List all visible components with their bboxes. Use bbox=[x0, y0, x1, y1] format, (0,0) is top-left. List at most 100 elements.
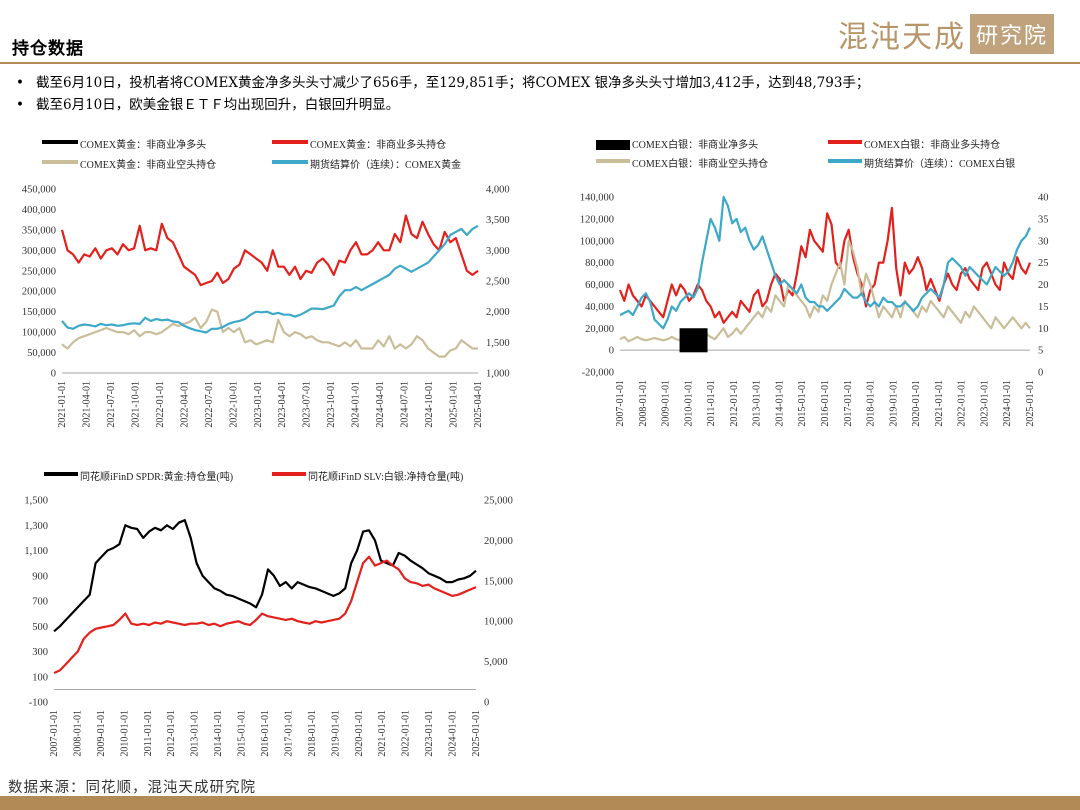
y-tick-label: 50,000 bbox=[27, 348, 56, 359]
legend-label: 期货结算价（连续）：COMEX黄金 bbox=[310, 158, 461, 171]
x-tick-label: 2009-01-01 bbox=[661, 380, 672, 427]
x-tick-label: 2018-01-01 bbox=[307, 710, 318, 757]
logo-script-text: 混沌天成 bbox=[837, 20, 966, 55]
bullet-text: 截至6月10日，投机者将COMEX黄金净多头头寸减少了656手，至129,851… bbox=[36, 75, 870, 91]
x-tick-label: 2025-01-01 bbox=[1025, 380, 1036, 427]
legend-label: COMEX黄金：非商业净多头 bbox=[80, 138, 206, 151]
y2-tick-label: 20,000 bbox=[484, 536, 513, 547]
y2-tick-label: 15,000 bbox=[484, 576, 513, 587]
x-tick-label: 2023-01-01 bbox=[979, 380, 990, 427]
y-tick-label: 700 bbox=[32, 597, 48, 608]
y-tick-label: 140,000 bbox=[580, 193, 614, 204]
x-tick-label: 2024-10-01 bbox=[424, 381, 435, 428]
x-tick-label: 2020-01-01 bbox=[911, 380, 922, 427]
y-tick-label: 120,000 bbox=[580, 214, 614, 225]
x-tick-label: 2025-01-01 bbox=[471, 710, 482, 757]
x-tick-label: 2011-01-01 bbox=[143, 710, 154, 756]
x-tick-label: 2008-01-01 bbox=[72, 710, 83, 757]
y-tick-label: 0 bbox=[609, 346, 614, 357]
x-tick-label: 2024-01-01 bbox=[351, 381, 362, 428]
x-tick-label: 2018-01-01 bbox=[866, 380, 877, 427]
legend-label: COMEX白银：非商业空头持仓 bbox=[632, 157, 768, 170]
x-tick-label: 2017-01-01 bbox=[283, 710, 294, 757]
y-tick-label: 60,000 bbox=[585, 280, 614, 291]
chart-etf-holdings-svg: 同花顺iFinD SPDR:黄金:持仓量(吨) 同花顺iFinD SLV:白银:净… bbox=[24, 470, 513, 757]
legend-swatch bbox=[596, 140, 630, 150]
x-tick-label: 2021-01-01 bbox=[377, 710, 388, 757]
x-tick-label: 2015-01-01 bbox=[797, 380, 808, 427]
y-tick-label: 400,000 bbox=[22, 205, 56, 216]
legend-swatch bbox=[272, 472, 306, 476]
y-tick-label: -20,000 bbox=[582, 368, 614, 379]
x-tick-label: 2010-01-01 bbox=[119, 710, 130, 757]
x-tick-label: 2015-01-01 bbox=[237, 710, 248, 757]
x-tick-label: 2014-01-01 bbox=[213, 710, 224, 757]
y-tick-label: 100,000 bbox=[22, 328, 56, 339]
x-tick-label: 2021-01-01 bbox=[934, 380, 945, 427]
y-tick-label: 0 bbox=[51, 369, 56, 380]
y2-tick-label: 4,000 bbox=[486, 185, 510, 196]
y2-tick-label: 30 bbox=[1038, 236, 1049, 247]
legend-swatch bbox=[44, 472, 78, 476]
x-tick-label: 2020-01-01 bbox=[354, 710, 365, 757]
y-tick-label: 350,000 bbox=[22, 225, 56, 236]
series-line bbox=[60, 214, 479, 287]
x-tick-label: 2023-07-01 bbox=[302, 381, 313, 428]
y2-tick-label: 5,000 bbox=[484, 657, 508, 668]
y-tick-label: 20,000 bbox=[585, 324, 614, 335]
y2-tick-label: 1,500 bbox=[486, 338, 510, 349]
legend-swatch bbox=[272, 160, 308, 164]
x-tick-label: 2022-01-01 bbox=[155, 381, 166, 428]
legend-label: 同花顺iFinD SPDR:黄金:持仓量(吨) bbox=[80, 470, 233, 483]
x-tick-label: 2023-10-01 bbox=[326, 381, 337, 428]
y2-tick-label: 2,000 bbox=[486, 307, 510, 318]
y-tick-label: 450,000 bbox=[22, 185, 56, 196]
y-tick-label: -100 bbox=[29, 698, 48, 709]
page-title: 持仓数据 bbox=[12, 39, 84, 59]
y-tick-label: 80,000 bbox=[585, 258, 614, 269]
header-divider bbox=[0, 62, 1080, 64]
bullet-item: • 截至6月10日，欧美金银ＥＴＦ均出现回升，白银回升明显。 bbox=[16, 94, 1066, 116]
x-tick-label: 2016-01-01 bbox=[260, 710, 271, 757]
y2-tick-label: 10,000 bbox=[484, 617, 513, 628]
y-tick-label: 300 bbox=[32, 647, 48, 658]
legend-label: 同花顺iFinD SLV:白银:净持仓量(吨) bbox=[308, 470, 463, 483]
x-tick-label: 2019-01-01 bbox=[330, 710, 341, 757]
bullet-icon: • bbox=[16, 97, 24, 113]
y2-tick-label: 3,500 bbox=[486, 215, 510, 226]
series-line bbox=[61, 308, 478, 358]
legend-label: COMEX白银：非商业净多头 bbox=[632, 138, 758, 151]
x-tick-label: 2024-01-01 bbox=[448, 710, 459, 757]
chart-silver-cftc-svg: COMEX白银：非商业净多头 COMEX白银：非商业多头持仓 COMEX白银：非商业… bbox=[580, 138, 1049, 427]
x-tick-label: 2021-07-01 bbox=[106, 381, 117, 428]
x-tick-label: 2022-01-01 bbox=[957, 380, 968, 427]
y2-tick-label: 35 bbox=[1038, 214, 1049, 225]
y-tick-label: 1,500 bbox=[24, 496, 48, 507]
logo-box-text: 研究院 bbox=[969, 14, 1054, 54]
x-tick-label: 2023-01-01 bbox=[253, 381, 264, 428]
x-tick-label: 2011-01-01 bbox=[706, 380, 717, 426]
x-tick-label: 2010-01-01 bbox=[683, 380, 694, 427]
x-tick-label: 2021-01-01 bbox=[57, 381, 68, 428]
x-tick-label: 2008-01-01 bbox=[638, 380, 649, 427]
bullet-text: 截至6月10日，欧美金银ＥＴＦ均出现回升，白银回升明显。 bbox=[36, 97, 400, 113]
x-tick-label: 2007-01-01 bbox=[49, 710, 60, 757]
x-tick-label: 2007-01-01 bbox=[615, 380, 626, 427]
y2-tick-label: 0 bbox=[1038, 368, 1043, 379]
y2-tick-label: 15 bbox=[1038, 302, 1049, 313]
x-tick-label: 2024-04-01 bbox=[375, 381, 386, 428]
bullet-item: • 截至6月10日，投机者将COMEX黄金净多头头寸减少了656手，至129,8… bbox=[16, 72, 1066, 94]
y2-tick-label: 3,000 bbox=[486, 246, 510, 257]
x-tick-label: 2023-01-01 bbox=[424, 710, 435, 757]
y-tick-label: 200,000 bbox=[22, 287, 56, 298]
x-tick-label: 2024-07-01 bbox=[400, 381, 411, 428]
x-tick-label: 2013-01-01 bbox=[190, 710, 201, 757]
x-tick-label: 2017-01-01 bbox=[843, 380, 854, 427]
y-tick-label: 150,000 bbox=[22, 307, 56, 318]
bullet-icon: • bbox=[16, 75, 24, 91]
y-tick-label: 100,000 bbox=[580, 236, 614, 247]
chart-silver-cftc: COMEX白银：非商业净多头 COMEX白银：非商业多头持仓 COMEX白银：非商业… bbox=[558, 132, 1073, 442]
legend-label: 期货结算价（连续）：COMEX白银 bbox=[864, 157, 1015, 170]
y-tick-label: 40,000 bbox=[585, 302, 614, 313]
y-tick-label: 900 bbox=[32, 571, 48, 582]
